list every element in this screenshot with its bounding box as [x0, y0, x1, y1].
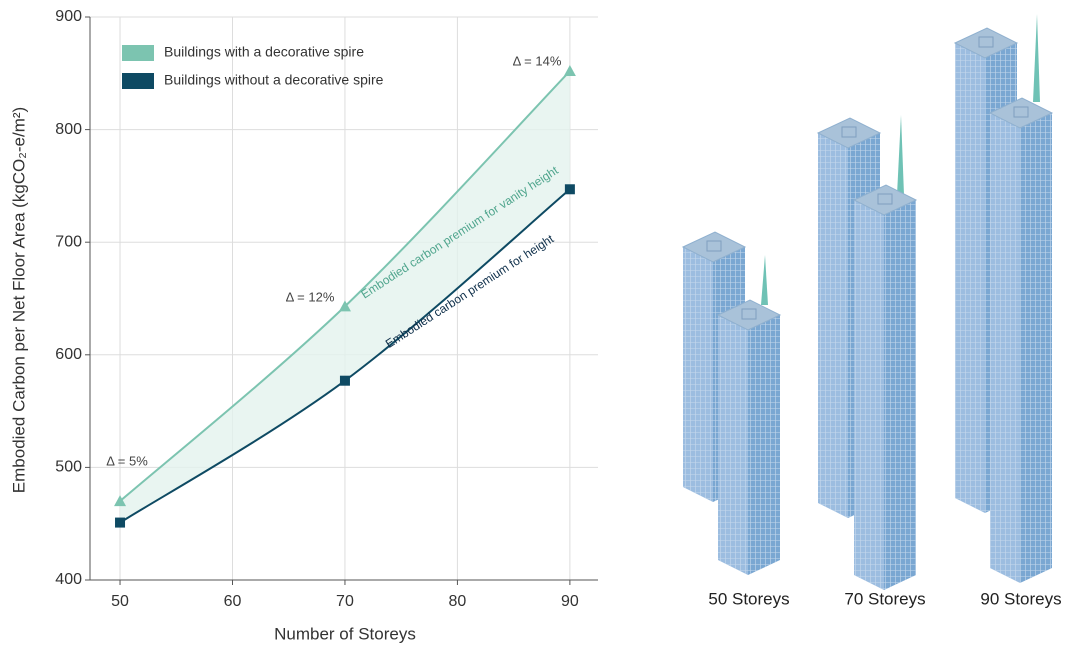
y-axis-label: Embodied Carbon per Net Floor Area (kgCO… [9, 107, 28, 493]
spire [1033, 14, 1040, 102]
tower-label: 50 Storeys [708, 589, 789, 608]
tower-face [748, 315, 780, 575]
delta-annotation: Δ = 12% [286, 289, 335, 304]
legend-swatch [122, 45, 154, 61]
legend-label: Buildings without a decorative spire [164, 72, 384, 88]
x-tick-label: 90 [561, 593, 579, 610]
y-tick-label: 600 [55, 346, 82, 363]
y-tick-label: 500 [55, 459, 82, 476]
tower-face [818, 133, 848, 518]
spire [897, 115, 904, 195]
delta-annotation: Δ = 14% [513, 53, 562, 68]
tower-face [718, 315, 748, 575]
tower-label: 70 Storeys [844, 589, 925, 608]
spire [761, 255, 768, 305]
chart: 400 500 600 700 800 900 50 60 70 80 90 Buildings wi… [55, 8, 598, 610]
delta-annotation: Δ = 5% [106, 453, 148, 468]
x-tick-label: 60 [224, 593, 242, 610]
x-axis-label: Number of Storeys [274, 624, 416, 643]
tower-illustration [683, 14, 1052, 590]
x-tick-label: 80 [449, 593, 467, 610]
marker [564, 65, 576, 76]
legend-label: Buildings with a decorative spire [164, 44, 364, 60]
tower-label: 90 Storeys [980, 589, 1061, 608]
legend-swatch [122, 73, 154, 89]
tower-face [990, 113, 1020, 583]
y-tick-label: 700 [55, 233, 82, 250]
tower-face [955, 43, 985, 513]
page: 400 500 600 700 800 900 50 60 70 80 90 Buildings wi… [0, 0, 1071, 647]
marker [115, 518, 125, 528]
y-tick-label: 800 [55, 121, 82, 138]
tower-face [683, 247, 713, 502]
tower-face [1020, 113, 1052, 583]
tower-face [854, 200, 884, 590]
marker [340, 376, 350, 386]
y-tick-label: 900 [55, 8, 82, 25]
marker [565, 184, 575, 194]
tower-face [884, 200, 916, 590]
x-tick-label: 70 [336, 593, 354, 610]
x-tick-label: 50 [111, 593, 129, 610]
y-tick-label: 400 [55, 571, 82, 588]
